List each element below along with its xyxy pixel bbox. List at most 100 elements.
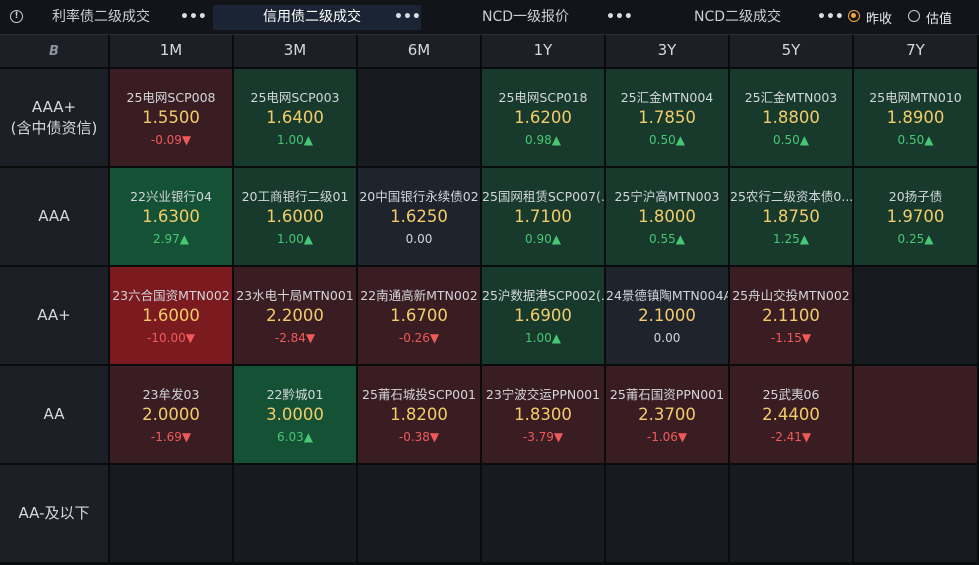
- bond-cell[interactable]: 20扬子债 1.9700 0.25▲: [854, 168, 979, 267]
- bond-change: -2.84▼: [274, 331, 316, 345]
- row-header-label: AA: [43, 405, 65, 423]
- info-icon[interactable]: !: [10, 10, 23, 23]
- empty-cell: [730, 465, 854, 564]
- row-header-label: AAA+: [31, 97, 77, 116]
- tab-label: NCD二级成交: [694, 9, 782, 25]
- brand-logo-icon: B: [49, 44, 59, 59]
- bond-name: 25汇金MTN003: [744, 90, 838, 105]
- bond-change: -1.15▼: [770, 331, 812, 345]
- bond-yield: 2.0000: [142, 405, 200, 424]
- bond-yield: 1.6000: [266, 207, 324, 226]
- bond-name: 25沪数据港SCP002(...: [482, 288, 604, 303]
- bond-cell[interactable]: 22黔城01 3.0000 6.03▲: [234, 366, 358, 465]
- tab-ncd-secondary[interactable]: NCD二级成交 •••: [640, 5, 844, 30]
- bond-cell[interactable]: 22兴业银行04 1.6300 2.97▲: [110, 168, 234, 267]
- bond-cell[interactable]: 25沪数据港SCP002(... 1.6900 1.00▲: [482, 267, 606, 366]
- bond-yield: 2.2000: [266, 306, 324, 325]
- bond-name: 25舟山交投MTN002: [732, 288, 850, 303]
- bond-name: 25莆石国资PPN001: [609, 387, 725, 402]
- bond-change: -1.06▼: [646, 430, 688, 444]
- bond-cell[interactable]: 25电网SCP008 1.5500 -0.09▼: [110, 69, 234, 168]
- bond-change: 1.00▲: [525, 331, 561, 345]
- bond-cell[interactable]: 25汇金MTN003 1.8800 0.50▲: [730, 69, 854, 168]
- row-header: AA: [0, 366, 110, 465]
- bond-change: 0.50▲: [897, 133, 934, 147]
- empty-cell: [110, 465, 234, 564]
- bond-change: 0.00: [653, 331, 681, 345]
- row-header-label: AAA: [38, 207, 70, 225]
- row-header: AA+: [0, 267, 110, 366]
- bond-change: 0.98▲: [525, 133, 561, 147]
- bond-cell[interactable]: 25宁沪高MTN003 1.8000 0.55▲: [606, 168, 730, 267]
- bond-cell[interactable]: 25电网SCP018 1.6200 0.98▲: [482, 69, 606, 168]
- bond-name: 23宁波交运PPN001: [485, 387, 601, 402]
- bond-yield: 1.6900: [514, 306, 572, 325]
- bond-yield: 2.3700: [638, 405, 696, 424]
- bond-name: 20扬子债: [888, 189, 943, 204]
- bond-name: 20工商银行二级01: [241, 189, 349, 204]
- empty-cell: [606, 465, 730, 564]
- bond-cell[interactable]: 25国网租赁SCP007(... 1.7100 0.90▲: [482, 168, 606, 267]
- tab-ncd-primary-quote[interactable]: NCD一级报价 •••: [430, 5, 633, 30]
- bond-name: 25国网租赁SCP007(...: [482, 189, 604, 204]
- bond-cell[interactable]: 25电网MTN010 1.8900 0.50▲: [854, 69, 979, 168]
- radio-valuation[interactable]: [908, 10, 920, 22]
- radio-prev-close-label[interactable]: 昨收: [866, 12, 893, 27]
- bond-name: 25农行二级资本债0...: [730, 189, 852, 204]
- bond-change: -1.69▼: [150, 430, 192, 444]
- bond-change: 0.00: [405, 232, 433, 246]
- bond-yield: 3.0000: [266, 405, 324, 424]
- bond-cell[interactable]: 25舟山交投MTN002 2.1100 -1.15▼: [730, 267, 854, 366]
- bond-change: -3.79▼: [522, 430, 564, 444]
- bond-cell[interactable]: 23六合国资MTN002 1.6000 -10.00▼: [110, 267, 234, 366]
- bond-cell[interactable]: 25莆石城投SCP001 1.8200 -0.38▼: [358, 366, 482, 465]
- bond-cell[interactable]: 23牟发03 2.0000 -1.69▼: [110, 366, 234, 465]
- row-header-label: AA+: [37, 306, 71, 324]
- bond-cell[interactable]: 24景德镇陶MTN004A 2.1000 0.00: [606, 267, 730, 366]
- bond-yield: 1.6250: [390, 207, 448, 226]
- tab-credit-bond-secondary[interactable]: 信用债二级成交 •••: [213, 5, 421, 30]
- bond-cell[interactable]: 20工商银行二级01 1.6000 1.00▲: [234, 168, 358, 267]
- more-icon[interactable]: •••: [817, 9, 844, 25]
- bond-cell[interactable]: 22南通高新MTN002 1.6700 -0.26▼: [358, 267, 482, 366]
- radio-valuation-label[interactable]: 估值: [926, 12, 953, 27]
- bond-cell[interactable]: 25莆石国资PPN001 2.3700 -1.06▼: [606, 366, 730, 465]
- row-header: AAA: [0, 168, 110, 267]
- radio-prev-close[interactable]: [848, 10, 860, 22]
- bond-yield: 1.7100: [514, 207, 572, 226]
- bond-change: 0.50▲: [773, 133, 809, 147]
- bond-yield: 1.8750: [762, 207, 820, 226]
- row-header-label: AA-及以下: [18, 504, 90, 522]
- row-header: AAA+ (含中债资信): [0, 69, 110, 168]
- empty-cell: [358, 465, 482, 564]
- bond-change: -10.00▼: [147, 331, 195, 345]
- bond-cell[interactable]: 25汇金MTN004 1.7850 0.50▲: [606, 69, 730, 168]
- bond-yield: 1.8900: [886, 108, 945, 127]
- bond-cell[interactable]: 23水电十局MTN001 2.2000 -2.84▼: [234, 267, 358, 366]
- bond-name: 22兴业银行04: [130, 189, 212, 204]
- more-icon[interactable]: •••: [606, 9, 633, 25]
- column-header: 3M: [234, 35, 358, 69]
- tab-rate-bond-secondary[interactable]: 利率债二级成交 •••: [36, 5, 207, 30]
- bond-cell[interactable]: [854, 366, 979, 465]
- bond-name: 23水电十局MTN001: [236, 288, 354, 303]
- bond-cell[interactable]: 25武夷06 2.4400 -2.41▼: [730, 366, 854, 465]
- bond-name: 25电网SCP003: [250, 90, 340, 105]
- bond-cell[interactable]: 20中国银行永续债02 1.6250 0.00: [358, 168, 482, 267]
- bond-yield: 1.6700: [390, 306, 448, 325]
- bond-cell[interactable]: 25农行二级资本债0... 1.8750 1.25▲: [730, 168, 854, 267]
- bond-cell[interactable]: 25电网SCP003 1.6400 1.00▲: [234, 69, 358, 168]
- bond-change: 0.90▲: [525, 232, 561, 246]
- bond-change: 0.50▲: [649, 133, 685, 147]
- more-icon[interactable]: •••: [394, 9, 421, 25]
- tab-bar: ! 利率债二级成交 ••• 信用债二级成交 ••• NCD一级报价 ••• NC…: [0, 0, 979, 35]
- bond-cell[interactable]: 23宁波交运PPN001 1.8300 -3.79▼: [482, 366, 606, 465]
- tab-label: 利率债二级成交: [52, 9, 150, 25]
- empty-cell: [854, 465, 979, 564]
- row-header-sublabel: (含中债资信): [10, 118, 98, 137]
- bond-yield: 1.8200: [390, 405, 448, 424]
- more-icon[interactable]: •••: [180, 9, 207, 25]
- empty-cell: [854, 267, 979, 366]
- bond-yield: 1.6300: [142, 207, 200, 226]
